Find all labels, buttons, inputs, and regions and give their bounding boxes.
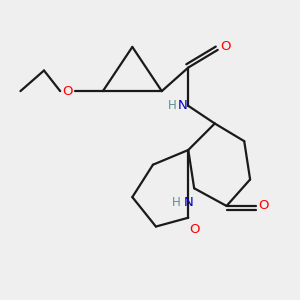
Text: O: O bbox=[189, 223, 200, 236]
Text: N: N bbox=[178, 99, 187, 112]
Text: O: O bbox=[220, 40, 230, 53]
Text: O: O bbox=[258, 200, 268, 212]
Text: H: H bbox=[168, 99, 176, 112]
Text: H: H bbox=[172, 196, 181, 209]
Text: N: N bbox=[183, 196, 193, 209]
Text: O: O bbox=[62, 85, 73, 98]
